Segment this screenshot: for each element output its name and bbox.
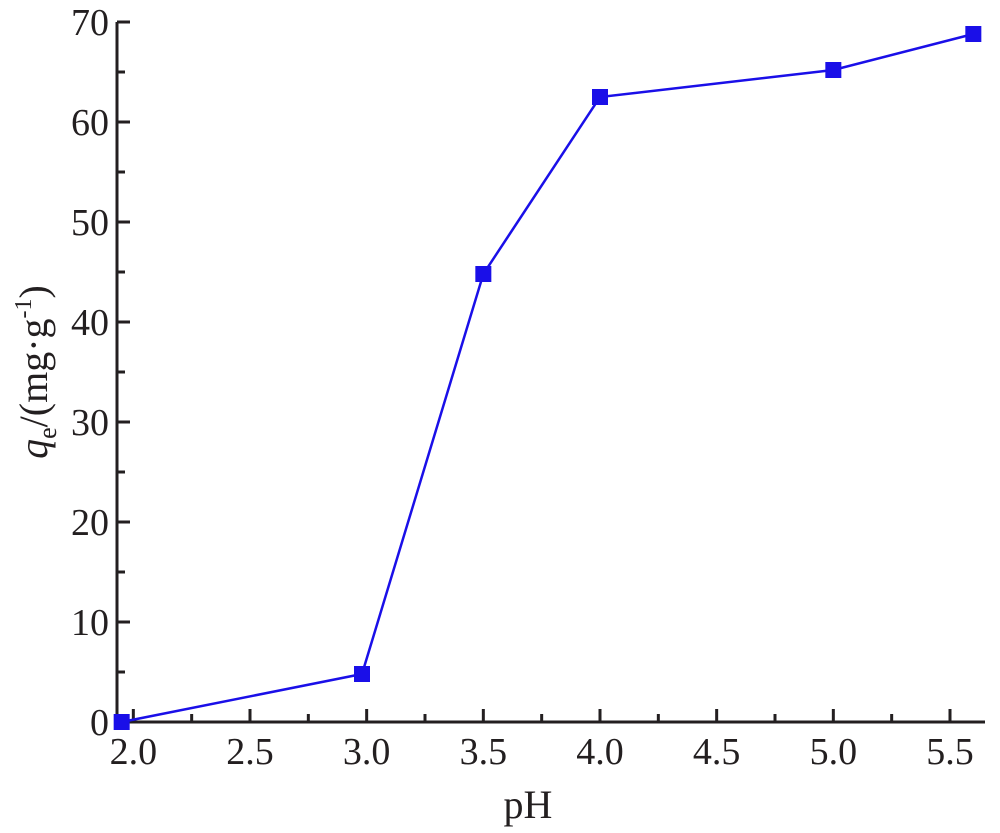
- x-tick-label: 5.0: [810, 731, 858, 773]
- data-point-marker: [113, 714, 130, 730]
- y-tick-label: 70: [71, 2, 109, 44]
- y-tick-label: 40: [71, 302, 109, 344]
- x-tick-label: 2.0: [110, 731, 158, 773]
- y-axis-subscript: e: [33, 427, 62, 439]
- y-tick-label: 30: [71, 402, 109, 444]
- data-point-marker: [592, 89, 608, 105]
- data-series: [113, 26, 982, 730]
- data-point-marker: [825, 62, 842, 78]
- series-line: [121, 32, 974, 724]
- x-tick-label: 5.5: [926, 731, 974, 773]
- y-axis-title: qe/(mg·g-1): [11, 285, 62, 459]
- x-ticks: 2.0 2.5 3.0 3.5 4.0 4.5 5.0 5.5: [110, 709, 974, 773]
- y-axis-unit-close: ): [11, 285, 56, 298]
- y-axis-symbol: q: [11, 439, 56, 459]
- y-tick-label: 10: [71, 602, 109, 644]
- x-axis-title: pH: [504, 782, 553, 827]
- x-tick-label: 3.0: [343, 731, 391, 773]
- x-tick-label: 4.0: [576, 731, 624, 773]
- x-tick-label: 2.5: [226, 731, 274, 773]
- y-tick-label: 60: [71, 102, 109, 144]
- data-point-marker: [354, 666, 370, 682]
- data-point-marker: [965, 26, 982, 42]
- x-tick-label: 4.5: [693, 731, 741, 773]
- y-tick-label: 50: [71, 202, 109, 244]
- y-tick-label: 0: [90, 702, 109, 744]
- axes: [115, 22, 985, 724]
- y-axis-unit: /(mg·g: [11, 318, 56, 427]
- x-tick-label: 3.5: [460, 731, 508, 773]
- data-point-marker: [475, 266, 492, 282]
- y-ticks: 0 10 20 30 40 50 60 70: [71, 2, 130, 744]
- y-axis-superscript: -1: [11, 298, 37, 318]
- y-tick-label: 20: [71, 502, 109, 544]
